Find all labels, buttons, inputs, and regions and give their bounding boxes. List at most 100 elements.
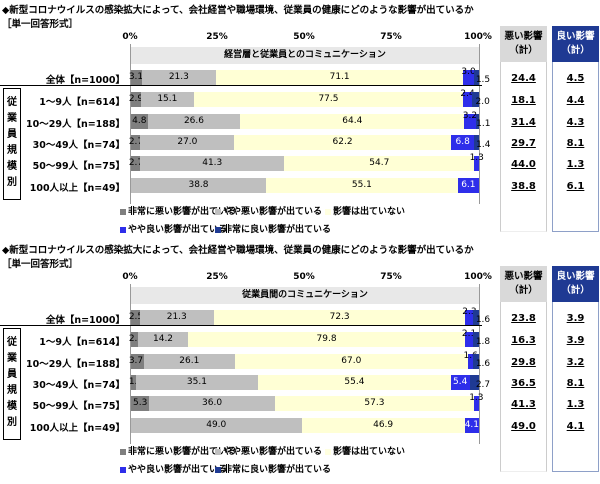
data-label: 46.9 [373, 420, 394, 430]
data-label: 3.0 [461, 67, 476, 77]
bad-header-label: 悪い影響 [504, 31, 543, 42]
group-label-char: 模 [7, 161, 17, 172]
data-label: 1.5 [475, 75, 491, 85]
row-label: 10～29人【n=188】 [26, 359, 125, 370]
data-label: 57.3 [364, 398, 385, 408]
good-total-value: 8.1 [566, 378, 585, 389]
good-total-header: 良い影響 （計） [552, 266, 599, 302]
data-label: 2.0 [475, 97, 490, 107]
x-tick-label: 100% [464, 32, 492, 42]
good-header-sub: （計） [561, 45, 590, 56]
good-total-value: 1.3 [566, 159, 585, 170]
data-label: 2.4 [460, 89, 475, 99]
data-label: 1.3 [469, 393, 484, 403]
group-label-char: 別 [7, 177, 17, 188]
x-tick-label: 50% [293, 272, 315, 282]
group-label-char: 員 [7, 129, 17, 140]
legend-label: やや悪い影響が出ている [223, 447, 323, 457]
chart-subtitle: ［単一回答形式］ [2, 259, 79, 270]
chart-panel-2: ◆新型コロナウイルスの感染拡大によって、会社経営や職場環境、従業員の健康にどのよ… [0, 240, 600, 480]
bar-segment [474, 135, 480, 150]
data-label: 77.5 [318, 94, 339, 104]
data-label: 2.7 [128, 137, 144, 147]
bar-segment [138, 332, 188, 347]
data-label: 3.2 [462, 111, 478, 121]
bar-segment [473, 354, 479, 369]
bar-segment [474, 156, 479, 171]
bar-segment [464, 418, 479, 433]
good-total-value: 4.5 [566, 73, 585, 84]
legend-swatch [215, 466, 221, 473]
bar-segment [266, 178, 458, 193]
data-label: 71.1 [329, 72, 350, 82]
x-tick-label: 75% [380, 32, 402, 42]
bar-segment [131, 156, 141, 171]
legend-label: 影響は出ていない [333, 447, 406, 457]
x-tick-label: 25% [206, 32, 228, 42]
legend-label: 非常に悪い影響が出ている [128, 447, 237, 457]
bar-segment [149, 396, 275, 411]
data-label: 67.0 [341, 356, 362, 366]
data-label: 72.3 [329, 312, 350, 322]
legend-swatch [215, 448, 221, 455]
data-label: 35.1 [186, 377, 207, 387]
row-label: 50～99人【n=75】 [32, 161, 125, 172]
data-label: 21.3 [166, 312, 187, 322]
bar-segment [464, 114, 476, 129]
group-label-char: 模 [7, 401, 17, 412]
bad-total-value: 29.8 [511, 357, 536, 368]
data-label: 3.7 [128, 356, 144, 366]
legend-swatch [215, 208, 221, 215]
good-header-label: 良い影響 [556, 271, 595, 282]
group-label-char: 規 [7, 385, 17, 396]
x-tick-label: 50% [293, 32, 315, 42]
bar-segment [143, 354, 235, 369]
legend-label: 非常に良い影響が出ている [223, 225, 332, 235]
plot-area [130, 44, 480, 204]
bar-segment [131, 310, 140, 325]
data-label: 2.1 [128, 334, 144, 344]
bar-segment [450, 135, 475, 150]
data-label: 2.9 [128, 94, 144, 104]
legend-item: 非常に良い影響が出ている [215, 222, 331, 235]
bad-total-value: 44.0 [511, 159, 536, 170]
x-tick-label: 100% [464, 272, 492, 282]
data-label: 3.1 [128, 72, 144, 82]
legend-item: 非常に悪い影響が出ている [120, 444, 236, 457]
data-label: 2.3 [462, 307, 477, 317]
data-label: 2.7 [128, 158, 144, 168]
legend-label: 非常に悪い影響が出ている [128, 207, 237, 217]
chart-panel-1: ◆新型コロナウイルスの感染拡大によって、会社経営や職場環境、従業員の健康にどのよ… [0, 0, 600, 240]
legend-label: 非常に良い影響が出ている [223, 465, 332, 475]
row-label: 10～29人【n=188】 [26, 119, 125, 130]
bar-segment [234, 135, 451, 150]
data-label: 5.4 [453, 377, 468, 387]
divider-line [0, 325, 482, 326]
row-label: 30～49人【n=74】 [32, 140, 125, 151]
group-label-box: 従業員規模別 [3, 328, 21, 440]
data-label: 4.1 [464, 420, 480, 430]
legend-swatch [215, 226, 221, 233]
chart-subtitle: ［単一回答形式］ [2, 19, 79, 30]
group-label-char: 業 [7, 113, 17, 124]
bad-total-value: 16.3 [511, 335, 536, 346]
divider-line [0, 85, 482, 86]
bar-segment [131, 332, 139, 347]
bad-total-value: 38.8 [511, 181, 536, 192]
bar-segment [131, 92, 142, 107]
bar-segment [467, 354, 474, 369]
bar-segment [141, 92, 194, 107]
legend-label: やや良い影響が出ている [128, 225, 228, 235]
legend-label: やや良い影響が出ている [128, 465, 228, 475]
data-label: 1.4 [476, 140, 491, 150]
group-label-char: 業 [7, 353, 17, 364]
data-label: 2.7 [475, 380, 491, 390]
bad-total-value: 41.3 [511, 399, 536, 410]
bar-segment [258, 375, 451, 390]
good-total-value: 3.9 [566, 335, 585, 346]
data-label: 55.1 [351, 180, 372, 190]
good-header-label: 良い影響 [556, 31, 595, 42]
bar-segment [463, 92, 472, 107]
group-label-char: 員 [7, 369, 17, 380]
bar-segment [474, 396, 479, 411]
